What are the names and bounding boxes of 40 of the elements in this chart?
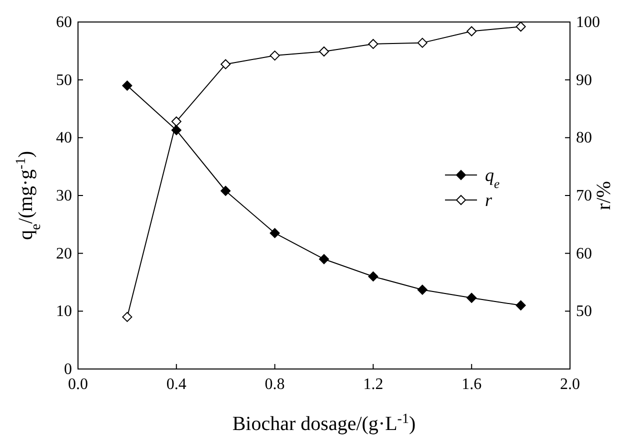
legend-label: q$_{e}$ bbox=[485, 165, 500, 191]
y-tick-label: 10 bbox=[56, 303, 72, 320]
x-tick-label: 0.4 bbox=[166, 376, 186, 393]
point bbox=[220, 59, 231, 70]
x-tick-label: 2.0 bbox=[560, 376, 580, 393]
y-tick-label: 60 bbox=[56, 14, 72, 31]
y-tick-label: 0 bbox=[64, 361, 72, 378]
point bbox=[319, 46, 329, 56]
y2-tick-label: 80 bbox=[576, 130, 592, 147]
point bbox=[270, 228, 280, 238]
y-tick-label: 50 bbox=[56, 72, 72, 89]
point bbox=[466, 26, 477, 36]
x-axis-title: Biochar dosage/(g·L$^{-1}$) bbox=[232, 412, 416, 435]
point bbox=[516, 22, 526, 32]
x-tick-label: 0.0 bbox=[68, 376, 88, 393]
x-tick-label: 1.2 bbox=[363, 376, 384, 393]
point bbox=[122, 80, 132, 91]
y2-tick-label: 70 bbox=[576, 188, 592, 204]
point bbox=[368, 38, 378, 49]
y2-axis-title: r/% bbox=[593, 181, 615, 210]
point bbox=[417, 38, 428, 48]
point bbox=[516, 300, 526, 310]
legend-label: r bbox=[485, 190, 493, 210]
x-tick-label: 0.8 bbox=[264, 376, 285, 393]
y-tick-label: 40 bbox=[56, 130, 72, 147]
x-tick-label: 1.6 bbox=[462, 376, 482, 393]
y2-tick-label: 100 bbox=[576, 14, 600, 31]
point bbox=[220, 186, 231, 196]
point bbox=[466, 292, 477, 303]
y2-tick-label: 60 bbox=[576, 245, 592, 262]
point bbox=[319, 254, 329, 264]
point bbox=[171, 116, 182, 126]
y-tick-label: 20 bbox=[56, 245, 72, 262]
y-tick-label: 30 bbox=[56, 188, 72, 204]
point bbox=[270, 50, 280, 61]
point bbox=[417, 284, 428, 295]
y2-tick-label: 50 bbox=[576, 303, 592, 320]
point bbox=[122, 312, 132, 322]
point bbox=[368, 271, 378, 282]
y2-tick-label: 90 bbox=[576, 72, 592, 89]
